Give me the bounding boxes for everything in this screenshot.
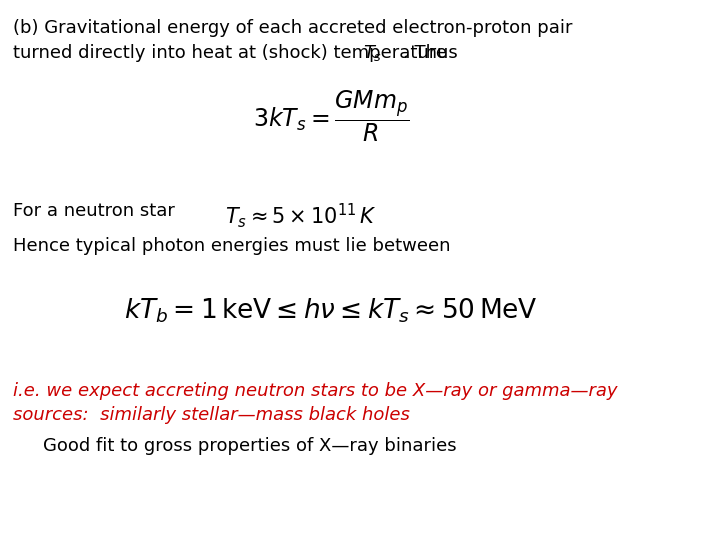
Text: Hence typical photon energies must lie between: Hence typical photon energies must lie b… bbox=[13, 237, 451, 254]
Text: turned directly into heat at (shock) temperature: turned directly into heat at (shock) tem… bbox=[13, 44, 447, 62]
Text: Good fit to gross properties of X—ray binaries: Good fit to gross properties of X—ray bi… bbox=[43, 437, 456, 455]
Text: $T_s$: $T_s$ bbox=[363, 43, 382, 63]
Text: $T_s \approx 5 \times 10^{11}\,K$: $T_s \approx 5 \times 10^{11}\,K$ bbox=[225, 201, 377, 230]
Text: (b) Gravitational energy of each accreted electron-proton pair: (b) Gravitational energy of each accrete… bbox=[13, 19, 572, 37]
Text: i.e. we expect accreting neutron stars to be X—ray or gamma—ray: i.e. we expect accreting neutron stars t… bbox=[13, 382, 618, 400]
Text: $3kT_s = \dfrac{GMm_p}{R}$: $3kT_s = \dfrac{GMm_p}{R}$ bbox=[253, 89, 410, 144]
Text: $kT_b = 1\,\mathrm{keV} \leq h\nu \leq kT_s \approx 50\,\mathrm{MeV}$: $kT_b = 1\,\mathrm{keV} \leq h\nu \leq k… bbox=[125, 296, 538, 325]
Text: For a neutron star: For a neutron star bbox=[13, 202, 175, 220]
Text: sources:  similarly stellar—mass black holes: sources: similarly stellar—mass black ho… bbox=[13, 406, 410, 424]
Text: . Thus: . Thus bbox=[402, 44, 457, 62]
